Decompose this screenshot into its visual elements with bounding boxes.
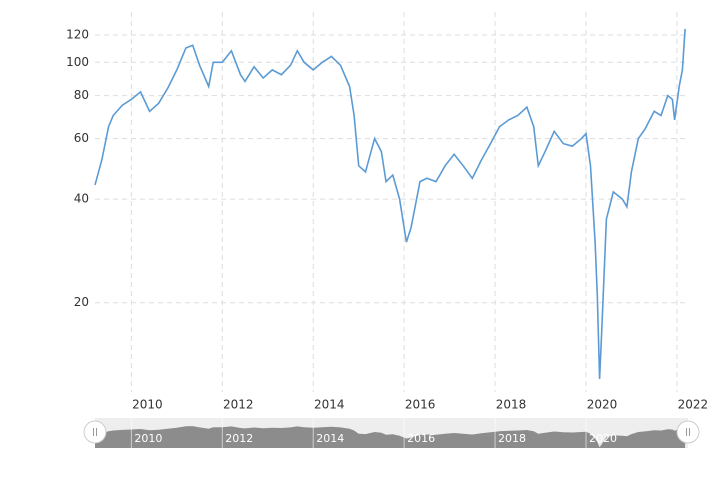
y-tick-label: 80 xyxy=(74,88,89,102)
y-tick-label: 20 xyxy=(74,295,89,309)
navigator-label: 2016 xyxy=(407,432,435,445)
navigator-handle[interactable] xyxy=(676,420,700,444)
navigator-label: 2014 xyxy=(316,432,344,445)
y-tick-label: 40 xyxy=(74,192,89,206)
y-tick-label: 100 xyxy=(66,55,89,69)
navigator-area xyxy=(95,425,686,448)
navigator-label: 2018 xyxy=(498,432,526,445)
price-line xyxy=(94,28,686,380)
navigator-label: 2010 xyxy=(134,432,162,445)
x-tick-label: 2010 xyxy=(132,398,163,412)
navigator-label: 2020 xyxy=(589,432,617,445)
x-tick-label: 2012 xyxy=(223,398,254,412)
y-tick-label: 120 xyxy=(66,28,89,42)
navigator-label: 2012 xyxy=(225,432,253,445)
x-tick-label: 2014 xyxy=(314,398,345,412)
x-tick-label: 2016 xyxy=(405,398,436,412)
x-tick-label: 2018 xyxy=(496,398,527,412)
y-tick-label: 60 xyxy=(74,131,89,145)
x-tick-label: 2020 xyxy=(587,398,618,412)
navigator-handle[interactable] xyxy=(83,420,107,444)
x-tick-label: 2022 xyxy=(678,398,709,412)
